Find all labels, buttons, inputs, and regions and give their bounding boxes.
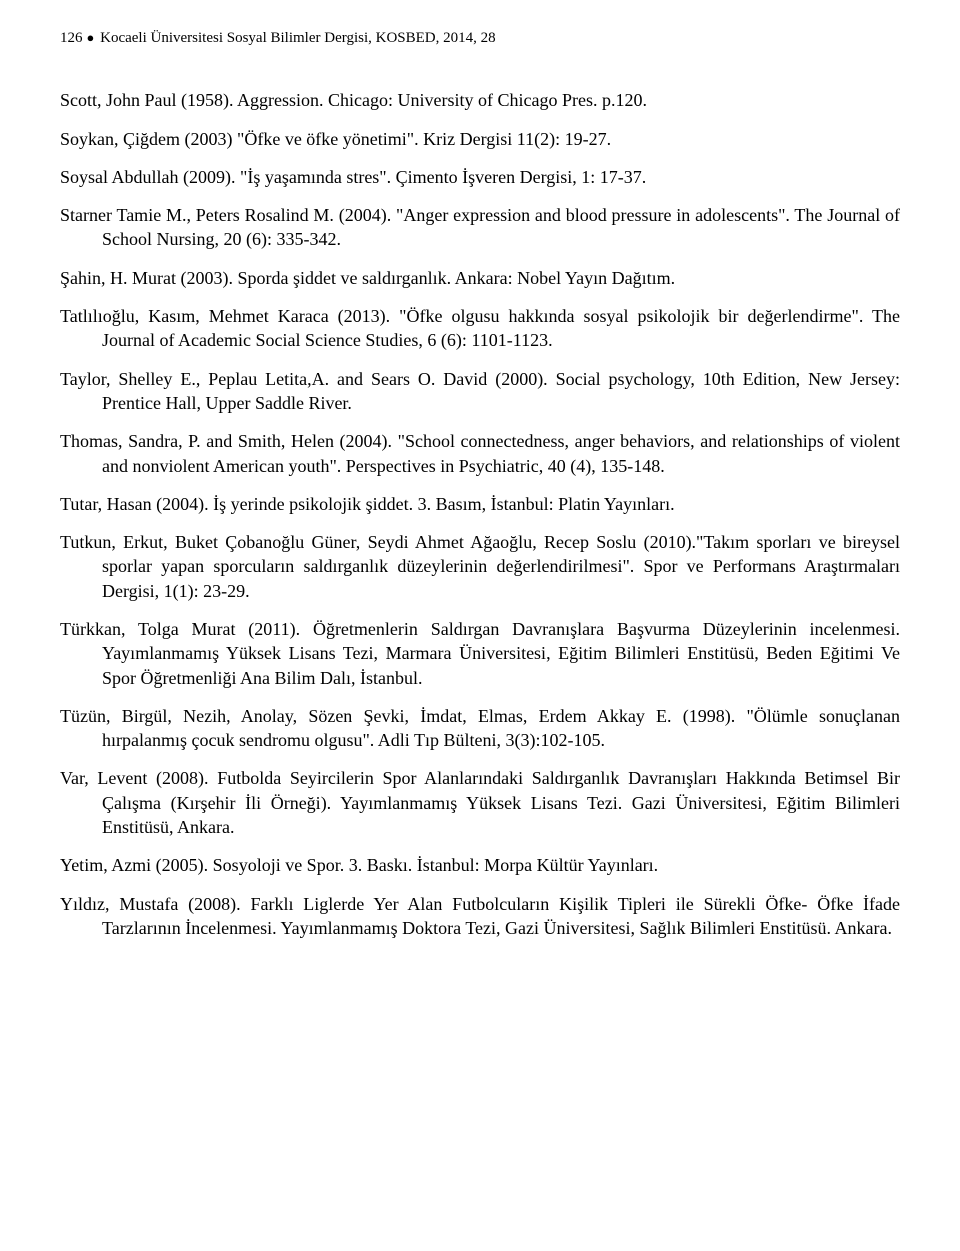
reference-item: Tüzün, Birgül, Nezih, Anolay, Sözen Şevk… [60,704,900,753]
references-list: Scott, John Paul (1958). Aggression. Chi… [60,88,900,940]
reference-item: Tutar, Hasan (2004). İş yerinde psikoloj… [60,492,900,516]
reference-item: Thomas, Sandra, P. and Smith, Helen (200… [60,429,900,478]
reference-item: Türkkan, Tolga Murat (2011). Öğretmenler… [60,617,900,690]
reference-item: Tutkun, Erkut, Buket Çobanoğlu Güner, Se… [60,530,900,603]
page-number: 126 [60,30,83,46]
reference-item: Şahin, H. Murat (2003). Sporda şiddet ve… [60,266,900,290]
reference-item: Soysal Abdullah (2009). "İş yaşamında st… [60,165,900,189]
reference-item: Scott, John Paul (1958). Aggression. Chi… [60,88,900,112]
page-header: 126● Kocaeli Üniversitesi Sosyal Bilimle… [60,28,900,48]
reference-item: Starner Tamie M., Peters Rosalind M. (20… [60,203,900,252]
reference-item: Soykan, Çiğdem (2003) "Öfke ve öfke yöne… [60,127,900,151]
journal-line: Kocaeli Üniversitesi Sosyal Bilimler Der… [100,30,496,46]
reference-item: Tatlılıoğlu, Kasım, Mehmet Karaca (2013)… [60,304,900,353]
reference-item: Yetim, Azmi (2005). Sosyoloji ve Spor. 3… [60,853,900,877]
bullet-icon: ● [87,29,95,47]
reference-item: Var, Levent (2008). Futbolda Seyircileri… [60,766,900,839]
reference-item: Yıldız, Mustafa (2008). Farklı Liglerde … [60,892,900,941]
reference-item: Taylor, Shelley E., Peplau Letita,A. and… [60,367,900,416]
